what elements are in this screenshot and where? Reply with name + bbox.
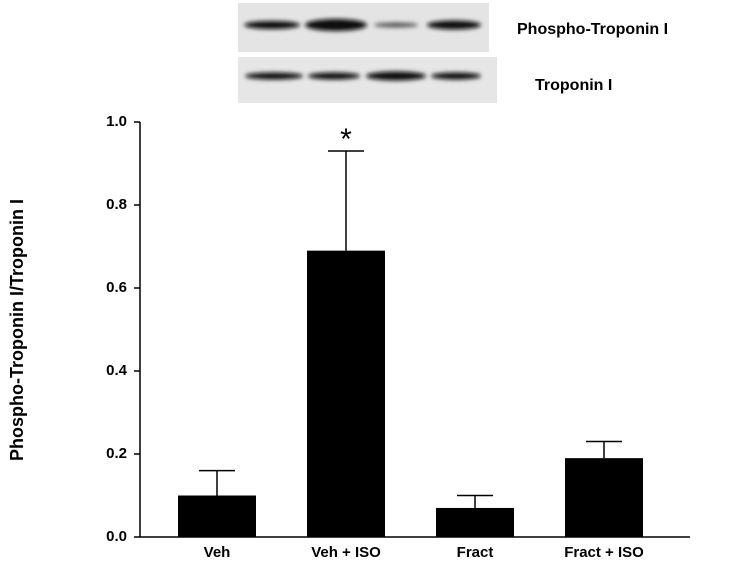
blot-label: Phospho-Troponin I: [517, 21, 668, 38]
bar: [565, 458, 643, 537]
y-tick-label: 0.6: [106, 279, 127, 296]
blot-band: [431, 72, 481, 80]
x-tick-label: Fract + ISO: [564, 544, 644, 561]
blot-images: [238, 3, 497, 103]
blot-band: [308, 72, 360, 80]
blot-band: [427, 20, 481, 30]
bar: [178, 495, 256, 537]
blot-band: [374, 22, 418, 28]
annotation: *: [340, 123, 352, 156]
blot-label: Troponin I: [535, 77, 612, 94]
x-tick-label: Fract: [457, 544, 494, 561]
bar: [436, 507, 514, 537]
x-tick-label: Veh + ISO: [311, 544, 381, 561]
y-tick-label: 1.0: [106, 113, 127, 130]
y-tick-label: 0.8: [106, 196, 127, 213]
bar: [307, 250, 385, 537]
error-bar: [328, 150, 364, 251]
blot-band: [245, 72, 303, 80]
error-bar: [586, 440, 622, 459]
error-bar: [457, 494, 493, 508]
x-tick-label: Veh: [204, 544, 231, 561]
error-bar: [199, 469, 235, 496]
blot-panel: [238, 57, 497, 103]
blot-band: [305, 19, 367, 31]
y-tick-label: 0.2: [106, 445, 127, 462]
y-tick-label: 0.4: [106, 362, 128, 379]
blot-band: [244, 21, 300, 29]
y-axis-label: Phospho-Troponin I/Troponin I: [7, 199, 27, 461]
blot-band: [366, 71, 426, 81]
y-tick-label: 0.0: [106, 528, 127, 545]
